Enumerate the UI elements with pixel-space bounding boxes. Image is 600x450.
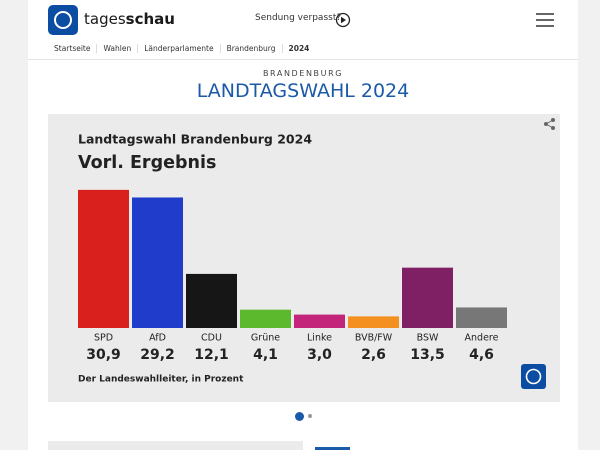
value-label: 30,9 xyxy=(86,347,121,363)
chart-logo-ring xyxy=(525,368,542,385)
value-label: 4,6 xyxy=(469,347,494,363)
category-label: CDU xyxy=(201,333,222,344)
category-label: Andere xyxy=(465,333,499,344)
breadcrumb[interactable]: Wahlen xyxy=(97,44,139,53)
value-label: 2,6 xyxy=(361,347,386,363)
logo[interactable] xyxy=(48,5,78,35)
next-card xyxy=(48,441,303,450)
carousel-dot-active[interactable] xyxy=(295,412,304,421)
brand-light: tages xyxy=(84,10,126,28)
brand[interactable]: tagesschau xyxy=(84,10,175,28)
chart-logo xyxy=(521,364,546,389)
category-label: AfD xyxy=(149,333,166,344)
category-label: Linke xyxy=(307,333,332,344)
value-label: 3,0 xyxy=(307,347,332,363)
value-label: 4,1 xyxy=(253,347,278,363)
category-label: BVB/FW xyxy=(355,333,393,344)
breadcrumb[interactable]: Länderparlamente xyxy=(138,44,221,53)
bar xyxy=(348,316,399,328)
bar xyxy=(294,314,345,328)
brand-bold: schau xyxy=(125,10,175,28)
share-icon[interactable] xyxy=(544,118,555,130)
breadcrumb[interactable]: Brandenburg xyxy=(221,44,283,53)
play-icon[interactable] xyxy=(335,12,351,28)
source: Der Landeswahlleiter, in Prozent xyxy=(78,375,244,385)
breadcrumb[interactable]: Startseite xyxy=(54,44,98,53)
bar xyxy=(132,197,183,328)
headline: LANDTAGSWAHL 2024 xyxy=(196,80,410,102)
kicker: BRANDENBURG xyxy=(262,69,344,78)
chart-card: Landtagswahl Brandenburg 2024 Vorl. Erge… xyxy=(48,114,560,402)
bar xyxy=(186,273,237,328)
value-label: 13,5 xyxy=(410,347,445,363)
category-label: SPD xyxy=(94,333,113,344)
menu-icon[interactable] xyxy=(536,13,554,27)
breadcrumb[interactable]: 2024 xyxy=(288,44,310,53)
bar xyxy=(240,309,291,328)
bar xyxy=(456,307,507,328)
missed-link[interactable]: Sendung verpasst? xyxy=(255,13,342,23)
next-card-accent xyxy=(315,447,350,450)
value-label: 12,1 xyxy=(194,347,229,363)
category-label: BSW xyxy=(417,333,439,344)
bar xyxy=(78,189,129,328)
category-label: Grüne xyxy=(251,333,280,344)
value-label: 29,2 xyxy=(140,347,175,363)
bar xyxy=(402,267,453,328)
chart-subtitle: Vorl. Ergebnis xyxy=(78,153,216,173)
carousel-dot[interactable] xyxy=(308,414,312,418)
chart-title: Landtagswahl Brandenburg 2024 xyxy=(78,132,312,147)
divider xyxy=(28,59,578,60)
breadcrumbs: Startseite Wahlen Länderparlamente Brandenb… xyxy=(54,44,315,53)
